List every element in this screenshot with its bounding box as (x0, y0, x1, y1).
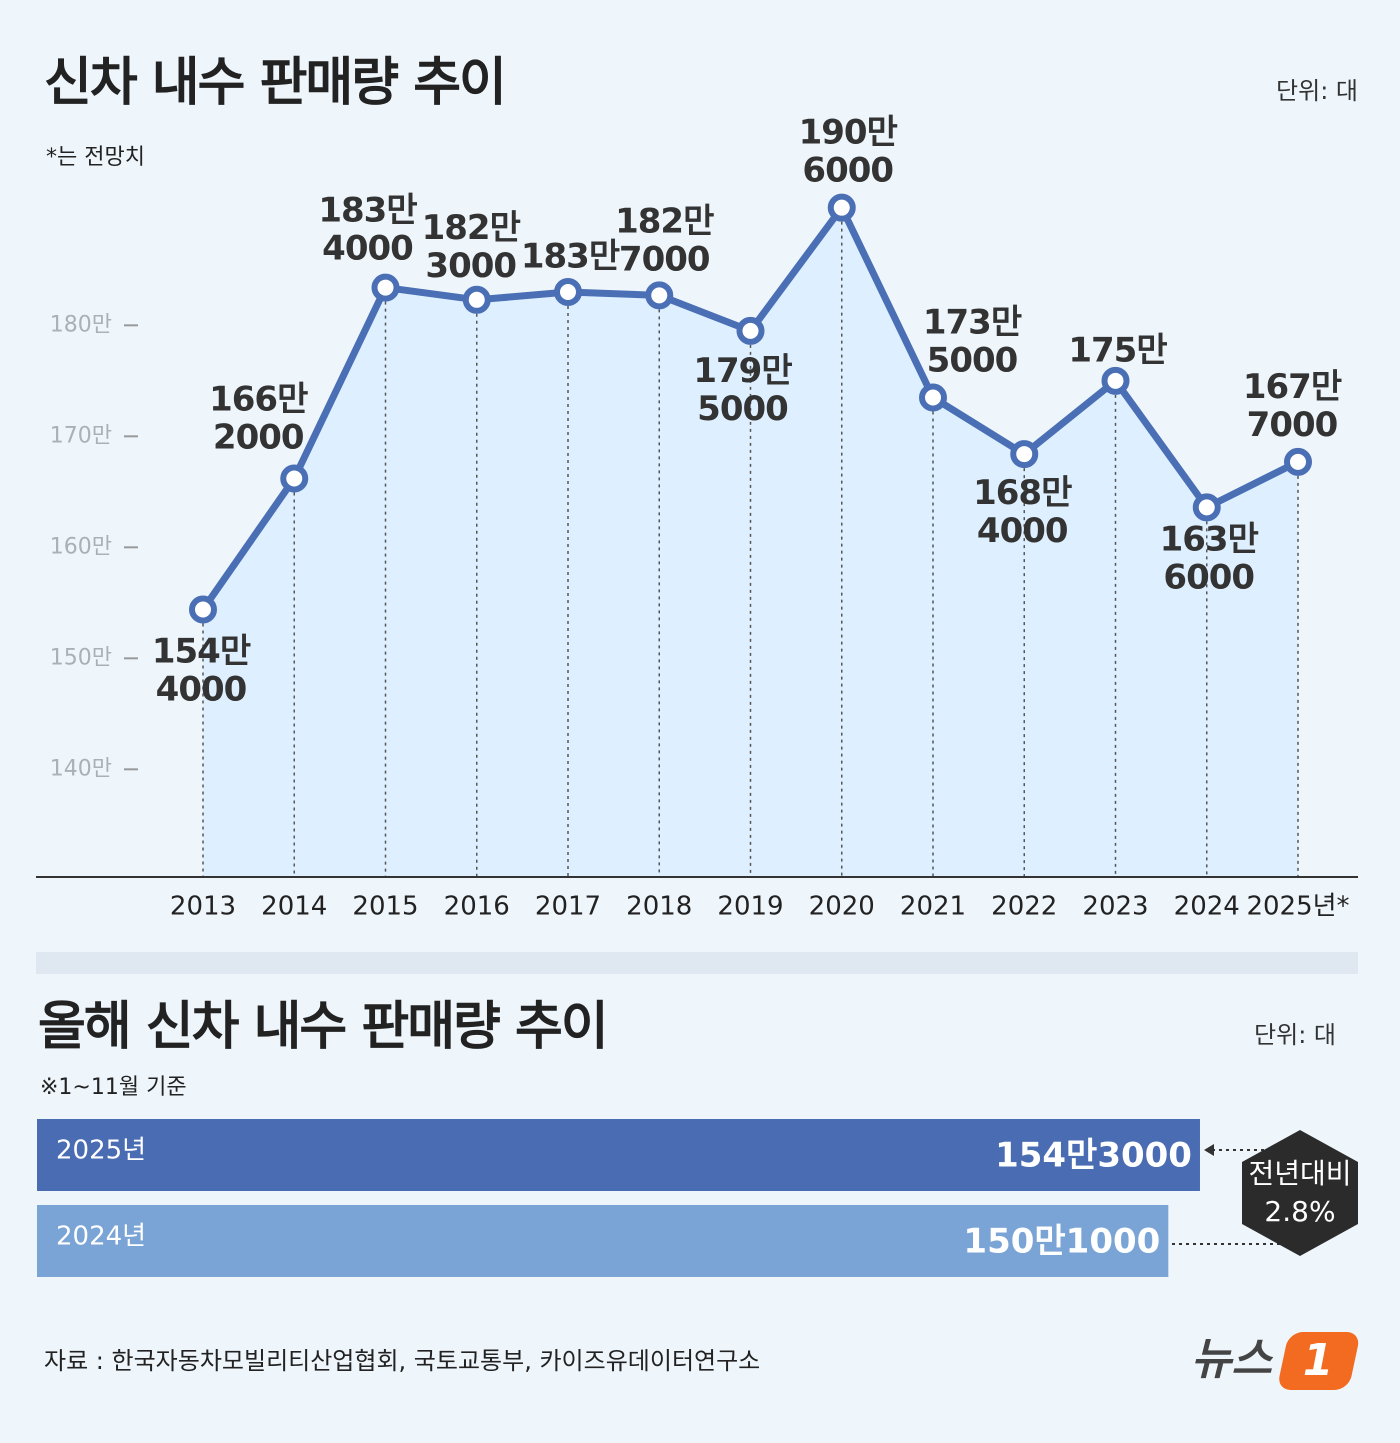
logo-text: 뉴스 (1191, 1334, 1273, 1385)
point (1284, 447, 1312, 476)
point (1010, 440, 1039, 469)
logo-badge (1279, 1332, 1359, 1390)
value-label: 167만 7000 (1243, 366, 1342, 444)
point (919, 383, 947, 412)
value-label: 154만 4000 (152, 631, 251, 709)
unit-label: 단위: 대 (1254, 1021, 1336, 1049)
x-tick-label: 2021 (900, 892, 966, 922)
bar-category: 2025년 (56, 1136, 146, 1166)
x-tick-label: 2022 (991, 892, 1057, 922)
value-label: 175만 (1068, 330, 1167, 370)
x-tick-label: 2013 (170, 892, 236, 922)
point (645, 281, 674, 310)
value-label: 168만 4000 (973, 473, 1072, 551)
y-tick-label: 150만 (50, 645, 112, 670)
value-label: 183만 (521, 237, 620, 277)
point (1101, 366, 1130, 395)
bar (37, 1205, 1169, 1277)
x-tick-label: 2014 (261, 892, 327, 922)
note: *는 전망치 (46, 145, 145, 170)
arrowhead (1204, 1144, 1214, 1156)
value-label: 163만 6000 (1160, 519, 1259, 597)
point (827, 193, 856, 222)
source: 자료 : 한국자동차모빌리티산업협회, 국토교통부, 카이즈유데이터연구소 (44, 1347, 760, 1375)
x-tick-label: 2015 (352, 892, 418, 922)
value-label: 150만1000 (963, 1222, 1160, 1262)
y-tick-label: 170만 (50, 423, 112, 448)
annotation: 전년대비 2.8% (1248, 1157, 1351, 1228)
point (1192, 493, 1221, 522)
bar (37, 1119, 1200, 1191)
x-tick-label: 2017 (535, 892, 601, 922)
x-tick-label: 2025년* (1246, 892, 1349, 922)
separator (36, 952, 1358, 974)
x-tick-label: 2018 (626, 892, 692, 922)
point (736, 316, 765, 345)
y-tick-label: 140만 (50, 756, 112, 781)
chart-title: 올해 신차 내수 판매량 추이 (38, 997, 607, 1057)
point (554, 278, 582, 307)
logo-mark: 1 (1303, 1335, 1334, 1386)
y-tick-label: 180만 (50, 312, 112, 337)
value-label: 190만 6000 (799, 112, 898, 190)
value-label: 173만 5000 (923, 302, 1022, 380)
chart-title: 신차 내수 판매량 추이 (44, 53, 505, 113)
y-tick-label: 160만 (50, 534, 112, 559)
point (371, 273, 400, 302)
value-label: 183만 4000 (318, 190, 417, 268)
value-label: 154만3000 (995, 1136, 1192, 1176)
point (280, 464, 309, 493)
x-tick-label: 2020 (809, 892, 875, 922)
value-label: 166만 2000 (209, 379, 308, 457)
note: ※1~11월 기준 (40, 1075, 187, 1100)
value-label: 182만 7000 (615, 201, 714, 279)
hexagon (1242, 1130, 1358, 1256)
value-label: 179만 5000 (693, 350, 792, 428)
point (462, 285, 491, 314)
value-label: 182만 3000 (422, 207, 521, 285)
x-tick-label: 2019 (717, 892, 783, 922)
unit-label: 단위: 대 (1276, 77, 1358, 105)
x-tick-label: 2024 (1174, 892, 1240, 922)
point (189, 595, 217, 624)
bar-category: 2024년 (56, 1222, 146, 1252)
x-tick-label: 2023 (1082, 892, 1148, 922)
x-tick-label: 2016 (444, 892, 510, 922)
